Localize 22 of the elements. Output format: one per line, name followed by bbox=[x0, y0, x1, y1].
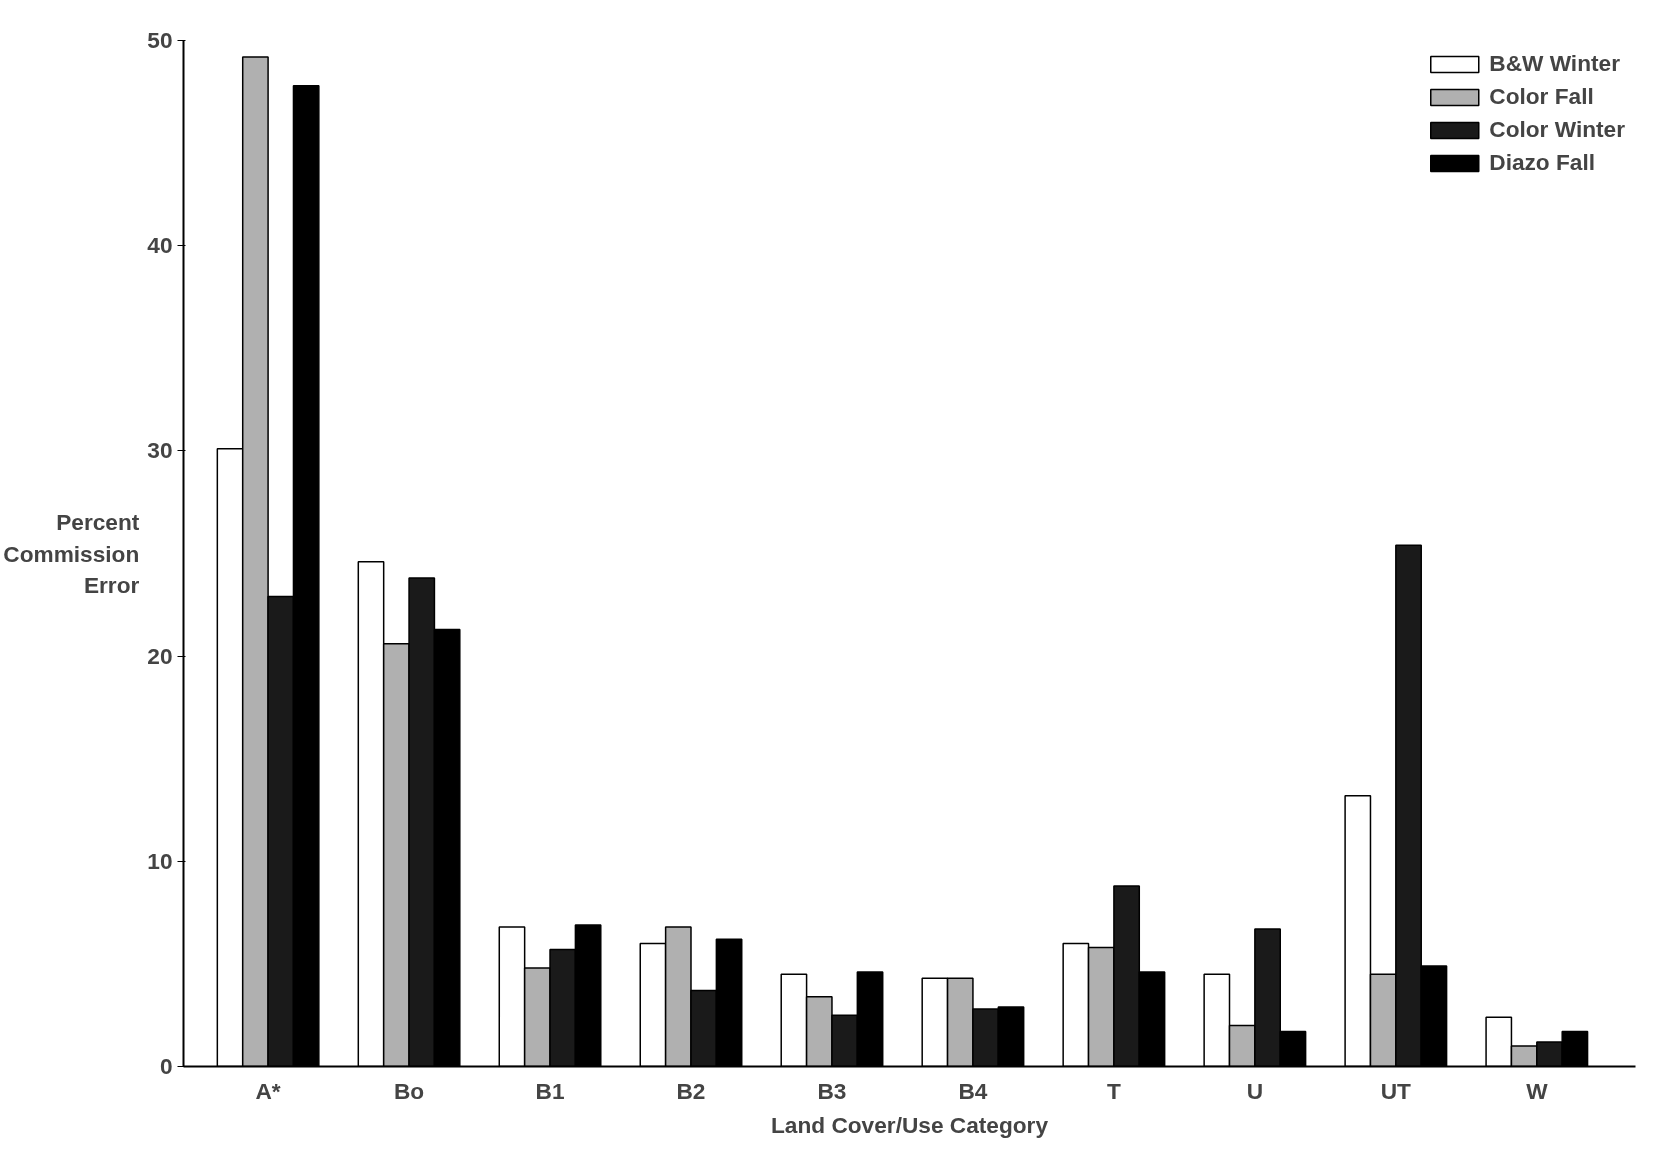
x-tick-label: W bbox=[1526, 1077, 1549, 1104]
x-tick-label: B2 bbox=[676, 1077, 706, 1104]
x-tick-label: Bo bbox=[393, 1077, 425, 1104]
y-tick-label: 20 bbox=[147, 642, 173, 669]
x-tick-label: A* bbox=[255, 1077, 281, 1104]
y-tick-label: 40 bbox=[147, 232, 173, 259]
x-tick-label: B4 bbox=[958, 1077, 988, 1104]
legend-label: Diazo Fall bbox=[1489, 149, 1596, 176]
x-tick-label: T bbox=[1106, 1077, 1121, 1104]
y-tick-label: 30 bbox=[147, 437, 173, 464]
legend-label: Color Winter bbox=[1489, 116, 1625, 143]
y-tick-label: 50 bbox=[147, 27, 173, 53]
x-tick-label: UT bbox=[1380, 1077, 1412, 1104]
y-tick-label: 0 bbox=[159, 1053, 173, 1079]
legend-label: Color Fall bbox=[1489, 83, 1594, 110]
y-tick-label: 10 bbox=[147, 847, 173, 874]
legend-label: B&W Winter bbox=[1489, 50, 1620, 77]
x-tick-label: U bbox=[1246, 1077, 1264, 1104]
x-tick-label: B3 bbox=[817, 1077, 847, 1104]
x-tick-label: B1 bbox=[535, 1077, 565, 1104]
x-axis-title: Land Cover/Use Category bbox=[771, 1111, 1049, 1138]
y-axis-title: Percent Commission Error bbox=[3, 509, 140, 598]
